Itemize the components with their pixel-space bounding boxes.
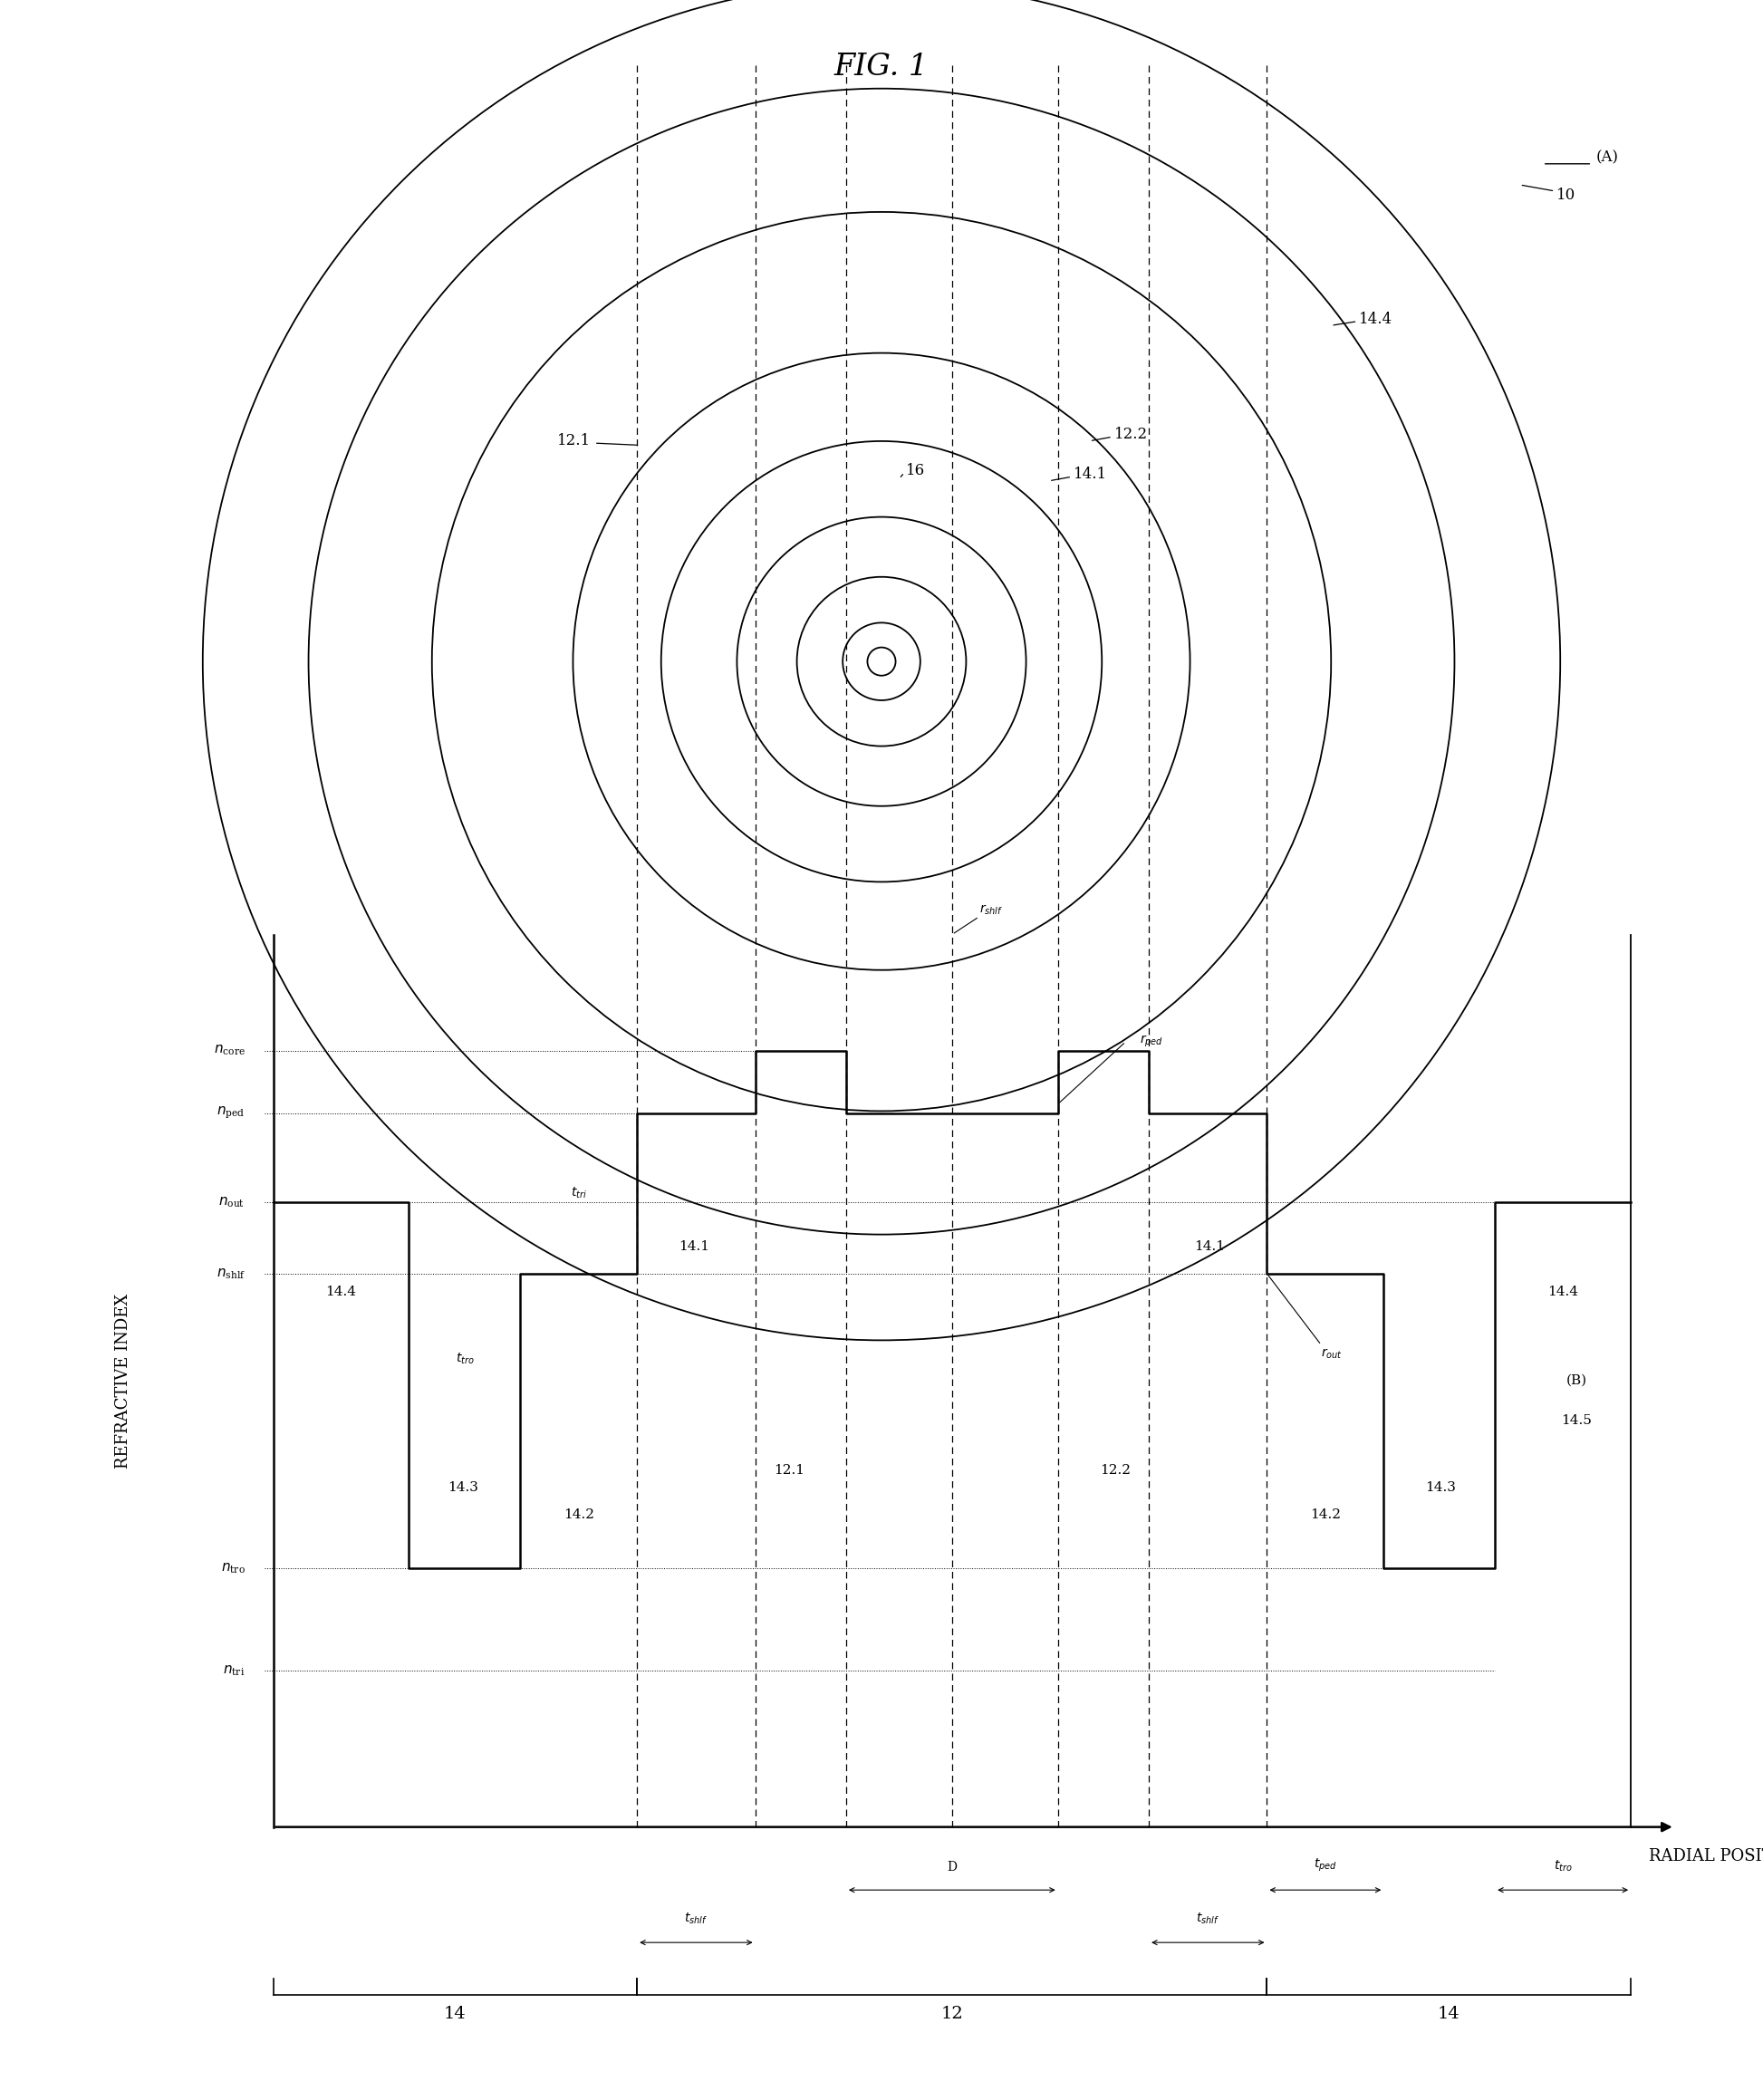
- Text: $r_{ped}$: $r_{ped}$: [1139, 1033, 1164, 1050]
- Text: 12.1: 12.1: [774, 1464, 804, 1476]
- Text: 14.1: 14.1: [679, 1241, 709, 1254]
- Text: 10: 10: [1557, 187, 1576, 204]
- Text: 14.3: 14.3: [448, 1480, 480, 1495]
- Text: 14.1: 14.1: [1074, 466, 1107, 483]
- Text: 14.2: 14.2: [564, 1508, 594, 1520]
- Text: REFRACTIVE INDEX: REFRACTIVE INDEX: [115, 1294, 132, 1468]
- Text: (A): (A): [1596, 149, 1618, 166]
- Text: 12.2: 12.2: [1100, 1464, 1130, 1476]
- Text: 14.5: 14.5: [1560, 1415, 1592, 1428]
- Text: $t_{shlf}$: $t_{shlf}$: [1195, 1911, 1220, 1926]
- Text: $r_{out}$: $r_{out}$: [1320, 1346, 1343, 1361]
- Text: 14.4: 14.4: [1548, 1285, 1578, 1298]
- Text: 14.4: 14.4: [1359, 311, 1393, 328]
- Text: 14.3: 14.3: [1425, 1480, 1456, 1495]
- Text: 14.4: 14.4: [326, 1285, 356, 1298]
- Text: $t_{tri}$: $t_{tri}$: [571, 1186, 587, 1201]
- Text: 12: 12: [941, 2006, 963, 2022]
- Text: $n_{\mathregular{tro}}$: $n_{\mathregular{tro}}$: [220, 1560, 245, 1575]
- Text: $n_{\mathregular{tri}}$: $n_{\mathregular{tri}}$: [224, 1663, 245, 1678]
- Text: D: D: [947, 1861, 957, 1873]
- Text: RADIAL POSITION: RADIAL POSITION: [1648, 1848, 1763, 1865]
- Text: $n_{\mathregular{core}}$: $n_{\mathregular{core}}$: [213, 1044, 245, 1058]
- Text: 12.1: 12.1: [557, 433, 591, 449]
- Text: $t_{ped}$: $t_{ped}$: [1313, 1856, 1336, 1873]
- Text: 16: 16: [906, 462, 926, 479]
- Text: $n_{\mathregular{out}}$: $n_{\mathregular{out}}$: [219, 1195, 245, 1210]
- Text: (B): (B): [1566, 1373, 1587, 1388]
- Text: $t_{tro}$: $t_{tro}$: [455, 1350, 474, 1365]
- Text: 14: 14: [1437, 2006, 1460, 2022]
- Text: 12.2: 12.2: [1114, 426, 1148, 443]
- Text: $n_{\mathregular{shlf}}$: $n_{\mathregular{shlf}}$: [217, 1266, 245, 1281]
- Text: 14.1: 14.1: [1195, 1241, 1225, 1254]
- Text: $t_{tro}$: $t_{tro}$: [1553, 1858, 1573, 1873]
- Text: FIG. 1: FIG. 1: [834, 52, 929, 82]
- Text: $t_{shlf}$: $t_{shlf}$: [684, 1911, 709, 1926]
- Text: 14.2: 14.2: [1310, 1508, 1340, 1520]
- Text: $r_{shlf}$: $r_{shlf}$: [978, 903, 1003, 916]
- Text: $n_{\mathregular{ped}}$: $n_{\mathregular{ped}}$: [217, 1105, 245, 1121]
- Text: 14: 14: [444, 2006, 467, 2022]
